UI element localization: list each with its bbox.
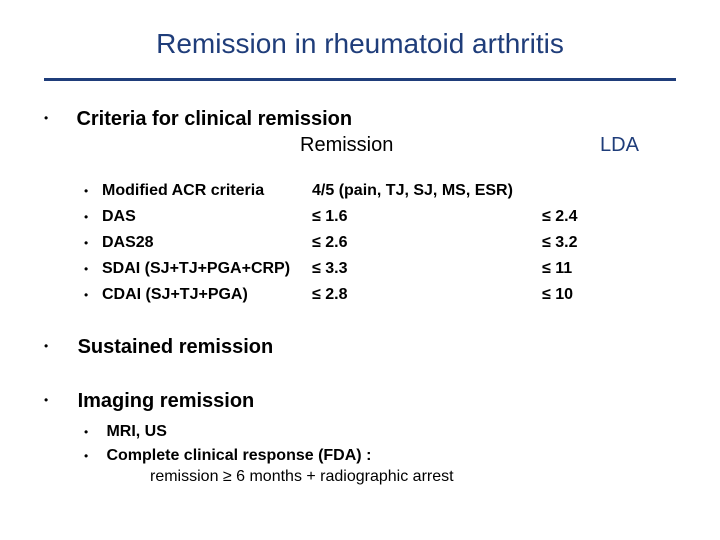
section-heading: Criteria for clinical remission [76, 108, 352, 130]
lda-value [542, 178, 622, 204]
table-row: • DAS ≤ 1.6 ≤ 2.4 [84, 204, 684, 230]
remission-value: ≤ 2.6 [312, 230, 542, 256]
bullet-icon: • [84, 282, 102, 308]
lda-value: ≤ 11 [542, 256, 622, 282]
criterion-name: Modified ACR criteria [102, 178, 312, 204]
sub-item-continuation: remission ≥ 6 months + radiographic arre… [150, 468, 454, 486]
bullet-icon: • [84, 420, 102, 444]
bullet-icon: • [84, 444, 102, 468]
remission-value: ≤ 3.3 [312, 256, 542, 282]
criterion-name: DAS28 [102, 230, 312, 256]
bullet-icon: • [84, 178, 102, 204]
remission-value: ≤ 2.8 [312, 282, 542, 308]
slide-title: Remission in rheumatoid arthritis [0, 28, 720, 60]
table-row: • Modified ACR criteria 4/5 (pain, TJ, S… [84, 178, 684, 204]
lda-value: ≤ 3.2 [542, 230, 622, 256]
bullet-icon: • [44, 393, 72, 407]
bullet-icon: • [84, 256, 102, 282]
col-remission-label: Remission [300, 134, 393, 157]
title-underline [44, 78, 676, 81]
criterion-name: CDAI (SJ+TJ+PGA) [102, 282, 312, 308]
section-clinical-remission: • Criteria for clinical remission [44, 108, 676, 131]
bullet-icon: • [44, 339, 72, 353]
bullet-icon: • [84, 230, 102, 256]
list-item: • MRI, US [84, 420, 371, 444]
section-imaging-remission: • Imaging remission [44, 390, 254, 413]
sub-item-text: MRI, US [106, 423, 166, 440]
table-row: • SDAI (SJ+TJ+PGA+CRP) ≤ 3.3 ≤ 11 [84, 256, 684, 282]
section-heading: Sustained remission [78, 336, 274, 358]
lda-value: ≤ 2.4 [542, 204, 622, 230]
remission-value: 4/5 (pain, TJ, SJ, MS, ESR) [312, 178, 542, 204]
criterion-name: SDAI (SJ+TJ+PGA+CRP) [102, 256, 312, 282]
sub-item-text: Complete clinical response (FDA) : [106, 447, 371, 464]
slide: Remission in rheumatoid arthritis • Crit… [0, 0, 720, 540]
section-sustained-remission: • Sustained remission [44, 336, 273, 359]
list-item: • Complete clinical response (FDA) : [84, 444, 371, 468]
table-row: • DAS28 ≤ 2.6 ≤ 3.2 [84, 230, 684, 256]
col-lda-label: LDA [600, 134, 639, 157]
lda-value: ≤ 10 [542, 282, 622, 308]
bullet-icon: • [84, 204, 102, 230]
criteria-table: • Modified ACR criteria 4/5 (pain, TJ, S… [84, 178, 684, 308]
bullet-icon: • [44, 111, 72, 125]
remission-value: ≤ 1.6 [312, 204, 542, 230]
section-heading: Imaging remission [78, 390, 255, 412]
table-row: • CDAI (SJ+TJ+PGA) ≤ 2.8 ≤ 10 [84, 282, 684, 308]
criterion-name: DAS [102, 204, 312, 230]
imaging-sublist: • MRI, US • Complete clinical response (… [84, 420, 371, 468]
